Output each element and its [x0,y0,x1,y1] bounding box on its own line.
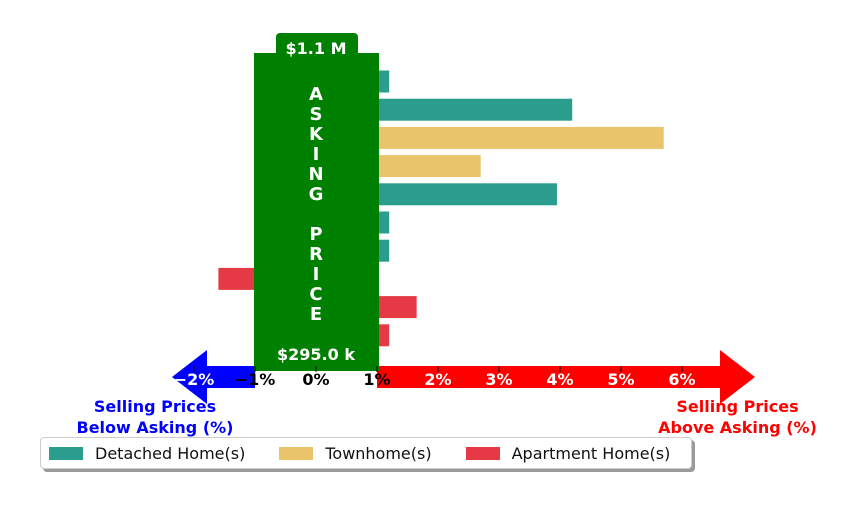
legend: Detached Home(s) Townhome(s) Apartment H… [40,437,692,469]
asking-price-letter: S [310,104,323,125]
x-ticks-group: −2% −1% 0% 1% 2% 3% 4% 5% 6% [174,366,696,389]
top-price-box [276,33,358,61]
axis-arrows [172,350,755,404]
x-tick-label: 5% [607,370,634,389]
legend-label-detached: Detached Home(s) [95,443,246,463]
x-tick-label: −2% [174,370,215,389]
top-price-label: $1.1 M [286,39,347,58]
left-axis-label-line-1: Selling Prices [93,397,217,416]
right-axis-label: Selling Prices Above Asking (%) [640,396,835,438]
x-tick-label: 6% [668,370,695,389]
legend-label-apartment: Apartment Home(s) [511,443,671,463]
bar [377,155,481,178]
bar [377,296,417,319]
right-axis-label-line-1: Selling Prices [676,397,799,416]
legend-label-townhome: Townhome(s) [325,443,432,463]
x-tick-label: 1% [363,370,390,389]
legend-swatch-townhome [279,446,314,460]
legend-swatch-apartment [465,446,500,460]
legend-item-townhome: Townhome(s) [279,443,432,463]
asking-price-letter: K [309,124,324,145]
bottom-price-label: $295.0 k [277,345,355,364]
asking-price-letter: N [308,164,323,185]
bar [377,126,664,149]
bar [377,239,390,262]
bar [218,267,255,290]
legend-swatch-detached [49,446,83,460]
x-tick-label: 2% [424,370,451,389]
bar [377,98,573,121]
left-axis-label: Selling Prices Below Asking (%) [60,396,250,438]
bar [377,183,557,206]
asking-price-letter: G [309,184,324,205]
bars-group [218,70,664,347]
x-tick-label: 4% [546,370,573,389]
asking-price-letter: E [310,304,322,325]
asking-price-letter: A [309,84,323,105]
asking-price-band [254,53,379,371]
asking-price-letter: I [313,264,320,285]
left-arrow [172,350,255,404]
bar [377,324,390,347]
left-axis-label-line-2: Below Asking (%) [76,418,234,437]
bar [377,211,390,234]
asking-price-letter: R [309,244,323,265]
right-axis-label-line-2: Above Asking (%) [658,418,817,437]
right-arrow [377,350,755,404]
x-tick-label: 3% [485,370,512,389]
bar [377,70,390,93]
legend-item-apartment: Apartment Home(s) [465,443,671,463]
asking-price-letter: P [309,224,322,245]
x-tick-label: −1% [235,370,276,389]
x-tick-label: 0% [302,370,329,389]
legend-item-detached: Detached Home(s) [49,444,245,463]
asking-price-letter: C [309,284,322,305]
asking-price-letter: I [313,144,320,165]
